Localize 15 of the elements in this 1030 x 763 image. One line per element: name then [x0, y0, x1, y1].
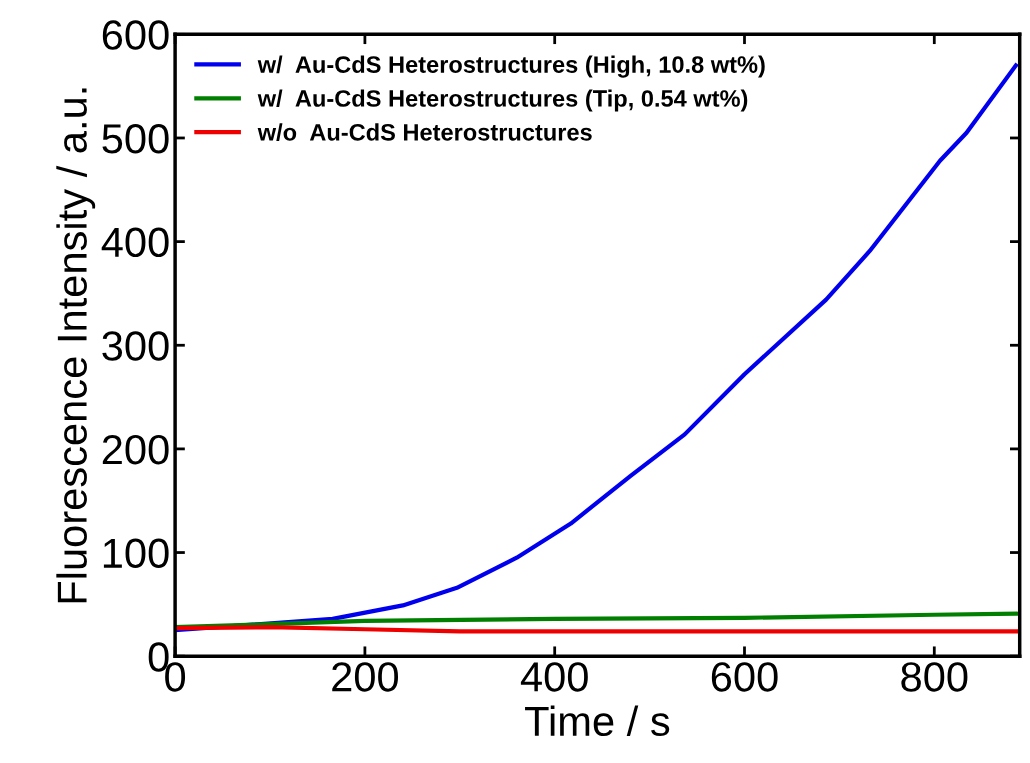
- y-tick-label: 200: [102, 434, 169, 465]
- y-tick-label: 600: [102, 20, 169, 50]
- x-tick-label: 600: [711, 662, 778, 692]
- y-tick-label: 400: [101, 227, 169, 258]
- x-tick-label: 200: [332, 662, 399, 692]
- legend-label: w/o Au-CdS Heterostructures: [257, 123, 592, 141]
- y-tick-label: 100: [103, 538, 169, 569]
- x-tick-label: 800: [901, 662, 968, 692]
- x-tick-label: 400: [520, 662, 588, 692]
- legend-label: w/ Au-CdS Heterostructures (Tip, 0.54 wt%): [257, 89, 748, 112]
- y-axis-title: Fluorescence Intensity / a.u.: [56, 88, 96, 603]
- y-tick-label: 300: [102, 331, 169, 361]
- y-tick-label: 500: [102, 123, 169, 154]
- legend-label: w/ Au-CdS Heterostructures (High, 10.8 wt%): [257, 55, 765, 78]
- x-axis-title: Time / s: [525, 705, 670, 737]
